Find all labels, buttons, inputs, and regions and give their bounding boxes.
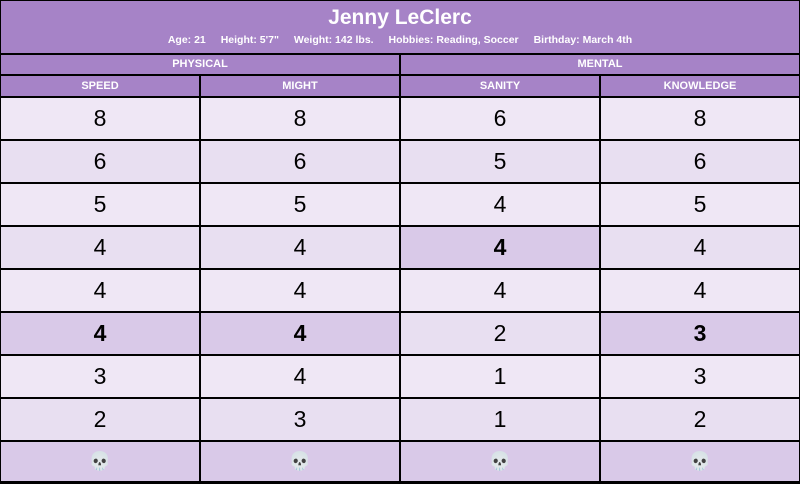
might-value-5: 4 bbox=[201, 270, 399, 311]
knowledge-value-8: 2 bbox=[601, 399, 799, 440]
knowledge-value-6: 3 bbox=[601, 313, 799, 354]
sanity-value-5: 4 bbox=[401, 270, 599, 311]
sanity-value-3: 4 bbox=[401, 184, 599, 225]
character-hobbies: Hobbies: Reading, Soccer bbox=[388, 34, 519, 46]
character-age: Age: 21 bbox=[167, 34, 206, 46]
might-column-header: MIGHT bbox=[201, 76, 399, 96]
might-value-8: 3 bbox=[201, 399, 399, 440]
speed-value-8: 2 bbox=[1, 399, 199, 440]
character-name: Jenny LeClerc bbox=[328, 6, 472, 29]
might-value-4: 4 bbox=[201, 227, 399, 268]
speed-value-5: 4 bbox=[1, 270, 199, 311]
physical-group-header: PHYSICAL bbox=[1, 55, 399, 74]
sanity-value-8: 1 bbox=[401, 399, 599, 440]
skull-icon: 💀 bbox=[401, 442, 599, 481]
mental-group-header: MENTAL bbox=[401, 55, 799, 74]
speed-value-7: 3 bbox=[1, 356, 199, 397]
skull-icon: 💀 bbox=[201, 442, 399, 481]
knowledge-value-7: 3 bbox=[601, 356, 799, 397]
speed-column-header: SPEED bbox=[1, 76, 199, 96]
knowledge-value-5: 4 bbox=[601, 270, 799, 311]
character-header: Jenny LeClerc Age: 21 Height: 5'7" Weigh… bbox=[1, 1, 799, 53]
speed-value-1: 8 bbox=[1, 98, 199, 139]
skull-icon: 💀 bbox=[1, 442, 199, 481]
might-value-2: 6 bbox=[201, 141, 399, 182]
might-value-3: 5 bbox=[201, 184, 399, 225]
character-info: Age: 21 Height: 5'7" Weight: 142 lbs. Ho… bbox=[1, 33, 799, 47]
speed-value-6: 4 bbox=[1, 313, 199, 354]
sanity-value-6: 2 bbox=[401, 313, 599, 354]
knowledge-value-3: 5 bbox=[601, 184, 799, 225]
character-weight: Weight: 142 lbs. bbox=[293, 34, 374, 46]
might-value-6: 4 bbox=[201, 313, 399, 354]
knowledge-value-1: 8 bbox=[601, 98, 799, 139]
sanity-value-7: 1 bbox=[401, 356, 599, 397]
might-value-7: 4 bbox=[201, 356, 399, 397]
speed-value-2: 6 bbox=[1, 141, 199, 182]
character-height: Height: 5'7" bbox=[220, 34, 279, 46]
skull-icon: 💀 bbox=[601, 442, 799, 481]
knowledge-value-4: 4 bbox=[601, 227, 799, 268]
knowledge-column-header: KNOWLEDGE bbox=[601, 76, 799, 96]
speed-value-3: 5 bbox=[1, 184, 199, 225]
character-birthday: Birthday: March 4th bbox=[533, 34, 633, 46]
sanity-value-1: 6 bbox=[401, 98, 599, 139]
sanity-value-4: 4 bbox=[401, 227, 599, 268]
knowledge-value-2: 6 bbox=[601, 141, 799, 182]
might-value-1: 8 bbox=[201, 98, 399, 139]
speed-value-4: 4 bbox=[1, 227, 199, 268]
sanity-column-header: SANITY bbox=[401, 76, 599, 96]
sanity-value-2: 5 bbox=[401, 141, 599, 182]
